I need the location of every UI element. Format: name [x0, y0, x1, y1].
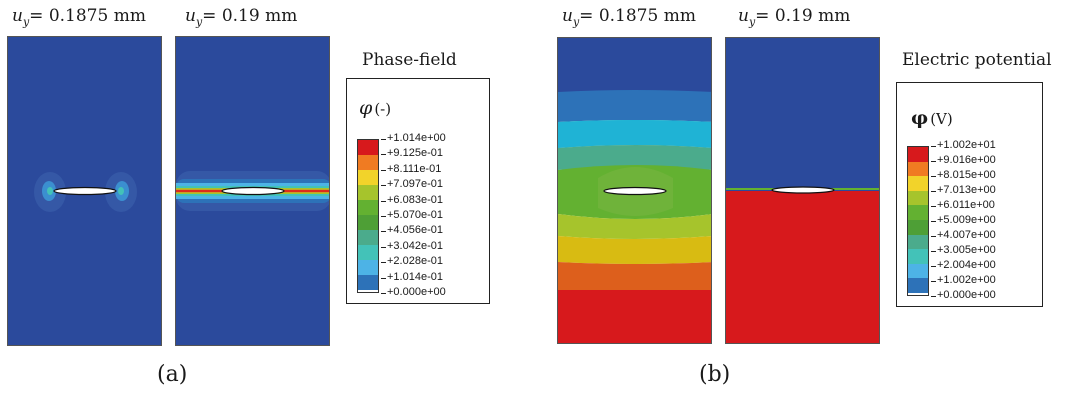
legend-tick-label: +6.011e+00 [931, 199, 995, 211]
legend-tick-label: +8.015e+00 [931, 169, 996, 181]
legend-tick-label: +8.111e-01 [380, 162, 442, 175]
color-band [358, 200, 378, 215]
phase-field-plot-19 [175, 36, 330, 346]
color-band [358, 260, 378, 275]
legend-tick-label: +0.000e+00 [381, 286, 446, 298]
color-band [358, 245, 378, 260]
legend-tick-label: +1.002e+01 [931, 139, 996, 151]
color-band [908, 263, 928, 279]
legend-electric-potential: φ (V) +1.002e+01 +9.016e+00 +8.015e+00 +7.01… [896, 82, 1043, 307]
legend-symbol-phi: φ (-) [359, 97, 392, 119]
legend-tick-label: +1.002e+00 [931, 274, 996, 286]
label-a-right: uy= 0.19 mm [185, 6, 298, 29]
color-band [358, 275, 378, 290]
color-band [908, 249, 928, 264]
label-b-right: uy= 0.19 mm [738, 6, 851, 29]
color-band [358, 170, 378, 185]
legend-tick-label: +1.014e+00 [381, 132, 446, 144]
legend-tick-label: +2.028e-01 [381, 255, 443, 268]
phase-field-plot-1875 [7, 36, 162, 346]
legend-tick-label: +2.004e+00 [931, 259, 996, 271]
legend-tick-label: +0.000e+00 [931, 289, 996, 301]
electric-potential-plot-1875 [557, 37, 712, 344]
legend-tick-label: +5.009e+00 [931, 214, 996, 226]
legend-tick-label: +3.042e-01 [381, 239, 443, 252]
legend-tick-label: +7.013e+00 [931, 184, 996, 196]
legend-phase-field: φ (-) +1.014e+00 +9.125e-01 +8.111e-01 +7.09… [346, 78, 490, 304]
color-band [908, 278, 928, 293]
legend-title-phase-field: Phase-field [362, 50, 457, 70]
color-band [908, 234, 928, 250]
legend-tick-label: +9.125e-01 [381, 147, 443, 160]
label-a-left: uy= 0.1875 mm [12, 6, 146, 29]
color-band [908, 219, 928, 235]
legend-tick-label: +5.070e-01 [381, 209, 443, 221]
color-band [358, 230, 378, 245]
color-bar-phase-field [357, 139, 379, 293]
color-band [358, 185, 378, 200]
color-band [908, 190, 928, 206]
color-bar-electric-potential [907, 146, 929, 296]
legend-tick-label: +7.097e-01 [381, 178, 443, 191]
color-band [358, 155, 378, 170]
electric-potential-plot-19 [725, 37, 880, 344]
label-b-left: uy= 0.1875 mm [562, 6, 696, 29]
caption-b: (b) [699, 362, 731, 387]
legend-tick-label: +4.056e-01 [381, 224, 443, 237]
legend-tick-label: +1.014e-01 [381, 270, 443, 283]
legend-tick-label: +3.005e+00 [931, 244, 996, 256]
color-band [908, 147, 928, 162]
color-band [908, 205, 928, 220]
color-band [908, 176, 928, 191]
legend-title-electric-potential: Electric potential [902, 50, 1052, 70]
legend-tick-label: +9.016e+00 [931, 154, 996, 166]
caption-a: (a) [157, 362, 188, 387]
color-band [358, 140, 378, 155]
color-band [358, 215, 378, 230]
legend-tick-label: +6.083e-01 [381, 193, 443, 206]
color-band [908, 161, 928, 177]
legend-symbol-varphi: φ (V) [911, 107, 953, 129]
legend-tick-label: +4.007e+00 [931, 229, 996, 241]
